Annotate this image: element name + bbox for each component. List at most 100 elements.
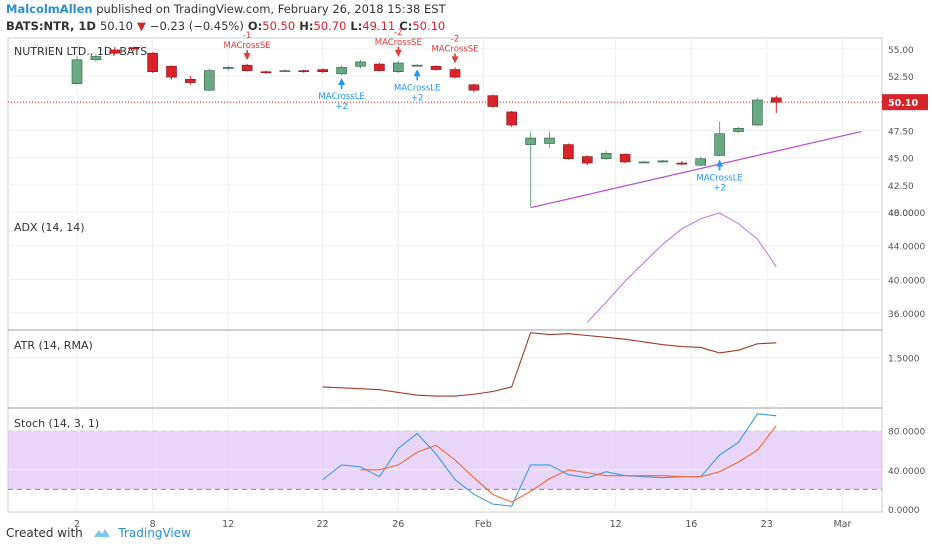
candle-body <box>128 47 139 50</box>
publish-info: MalcolmAllen published on TradingView.co… <box>6 2 446 16</box>
candle-body <box>581 156 593 164</box>
price-tick-label: 40.00 <box>888 209 914 219</box>
footer: Created with TradingView <box>6 526 191 542</box>
candle-body <box>317 69 329 73</box>
candle-body <box>241 64 253 71</box>
open-label: O: <box>247 19 263 33</box>
indicator-tick-label: 48.0000 <box>888 209 925 219</box>
signal-label: MACrossLE <box>318 92 364 102</box>
date-tick-label: Feb <box>475 519 492 530</box>
signal-label: MACrossSE <box>375 38 422 48</box>
indicator-tick-label: 36.0000 <box>888 310 925 320</box>
candle-body <box>619 154 631 163</box>
signal-qty: +2 <box>713 184 726 194</box>
date-tick-label: 12 <box>610 519 622 530</box>
close-label: C: <box>399 19 413 33</box>
indicator-tick-label: 40.0000 <box>888 467 925 477</box>
low-label: L: <box>350 19 363 33</box>
candle-body <box>752 99 763 126</box>
date-tick-label: 26 <box>392 519 404 530</box>
price-tick-label: 47.50 <box>888 127 914 137</box>
candle-body <box>544 137 555 144</box>
candle-body <box>336 67 347 75</box>
candle-body <box>298 70 310 73</box>
candle-body <box>525 137 536 145</box>
close-value: 50.10 <box>412 19 446 33</box>
candle-body <box>147 52 158 73</box>
author-link[interactable]: MalcolmAllen <box>6 2 93 16</box>
indicator-tick-label: 44.0000 <box>888 243 925 253</box>
candle-body <box>770 97 782 103</box>
price-tick-label: 45.00 <box>888 155 914 165</box>
signal-qty: -2 <box>451 34 459 44</box>
trendline <box>530 130 862 209</box>
buy-arrow-icon <box>338 77 346 85</box>
sell-arrow-icon <box>451 56 459 64</box>
candle-body <box>676 162 688 165</box>
candle-body <box>733 127 744 132</box>
indicator-tick-label: 1.5000 <box>888 355 920 365</box>
signal-qty: -1 <box>243 31 251 41</box>
chart-frame <box>7 37 883 513</box>
candle-body <box>449 69 461 78</box>
last-price: 50.10 <box>99 19 133 33</box>
symbol: BATS:NTR, 1D <box>6 19 96 33</box>
signal-qty: +2 <box>335 102 348 112</box>
candle-body <box>392 62 404 73</box>
indicator-series-line <box>586 212 777 323</box>
tradingview-logo-icon <box>93 527 111 542</box>
stoch-band <box>8 430 882 490</box>
published-text: published on TradingView.com, February 2… <box>96 2 446 16</box>
buy-arrow-icon <box>716 159 724 167</box>
indicator-title: ATR (14, RMA) <box>14 339 93 352</box>
price-tick-label: 52.50 <box>888 73 914 83</box>
symbol-line: BATS:NTR, 1D 50.10 ▼ −0.23 (−0.45%) O:50… <box>6 19 445 33</box>
indicator-tick-label: 80.0000 <box>888 428 925 438</box>
open-value: 50.50 <box>262 19 296 33</box>
candle-body <box>657 160 669 163</box>
candle-body <box>430 65 442 70</box>
buy-arrow-icon <box>413 69 421 77</box>
signal-qty: -2 <box>394 28 402 38</box>
candle-body <box>638 161 650 164</box>
candle-body <box>204 70 215 91</box>
date-tick-label: 8 <box>150 519 156 530</box>
candle-body <box>714 133 725 156</box>
indicator-series-line <box>360 425 777 503</box>
price-tick-label: 42.50 <box>888 182 914 192</box>
candle-body <box>260 71 272 74</box>
candle-body <box>563 144 574 160</box>
candle-body <box>109 49 121 54</box>
high-value: 50.70 <box>313 19 347 33</box>
candle-body <box>695 158 707 166</box>
date-tick-label: 23 <box>761 519 773 530</box>
date-tick-label: 16 <box>685 519 697 530</box>
candle-body <box>506 111 518 126</box>
date-tick-label: 2 <box>74 519 80 530</box>
indicator-tick-label: 0.0000 <box>888 506 920 516</box>
candle-body <box>374 63 385 71</box>
signal-label: MACrossLE <box>394 83 440 93</box>
candle-body <box>166 65 177 78</box>
high-label: H: <box>299 19 314 33</box>
candle-body <box>355 61 366 67</box>
tradingview-brand[interactable]: TradingView <box>118 526 191 540</box>
created-with-text: Created with <box>6 526 83 540</box>
signal-label: MACrossSE <box>224 41 271 51</box>
indicator-tick-label: 40.0000 <box>888 276 925 286</box>
indicator-series-line <box>322 332 777 397</box>
signal-label: MACrossLE <box>696 174 742 184</box>
candle-body <box>279 70 291 72</box>
candle-body <box>71 59 83 84</box>
signal-qty: +2 <box>411 93 424 103</box>
date-tick-label: Mar <box>833 519 851 530</box>
candle-body <box>185 79 196 83</box>
price-tick-label: 55.00 <box>888 46 914 56</box>
candle-body <box>468 84 480 91</box>
date-tick-label: 12 <box>222 519 234 530</box>
indicator-title: Stoch (14, 3, 1) <box>14 417 99 430</box>
candle-body <box>222 67 234 69</box>
candle-body <box>600 152 612 160</box>
low-value: 49.11 <box>362 19 396 33</box>
